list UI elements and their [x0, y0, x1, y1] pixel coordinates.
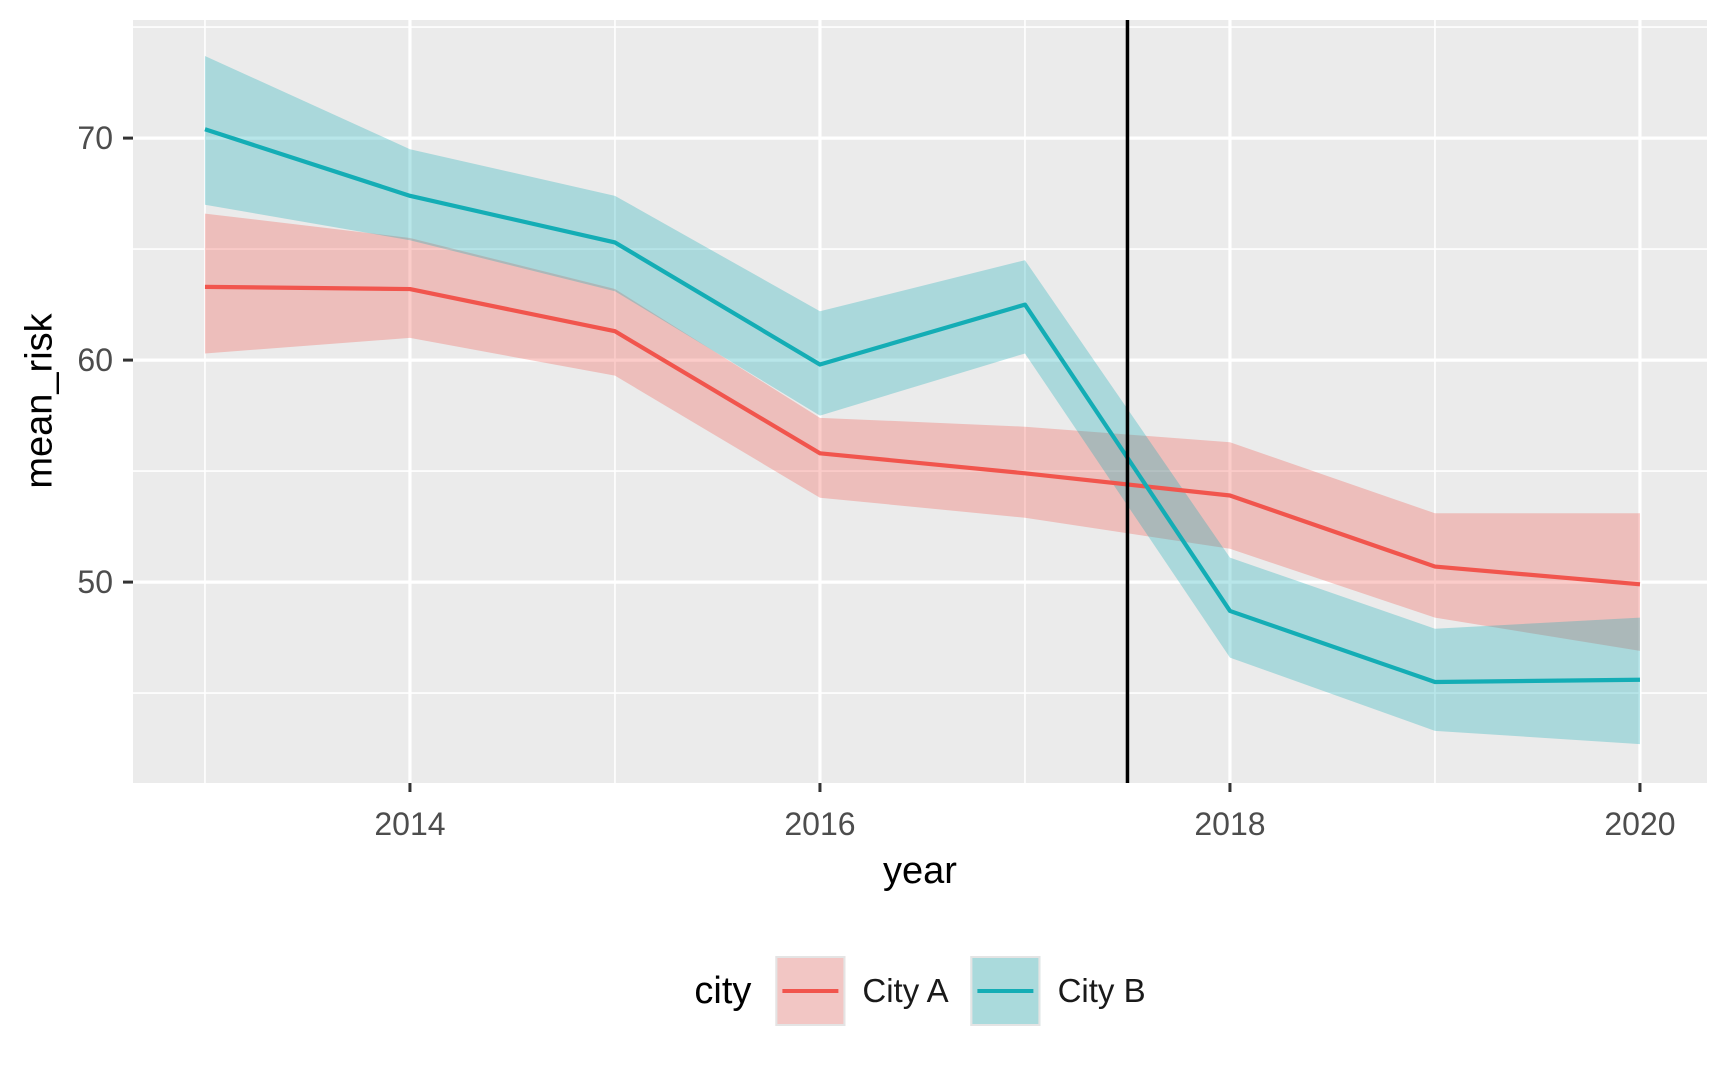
legend-label: City A: [862, 972, 949, 1009]
x-axis-title: year: [883, 850, 957, 892]
line-city-b: [204, 127, 1640, 685]
line-city-a: [204, 284, 1641, 587]
x-tick-label: 2016: [784, 806, 855, 842]
x-tick-label: 2014: [374, 806, 445, 842]
legend-key-line-icon: [977, 989, 1034, 993]
ribbon-city-b: [204, 55, 1640, 745]
legend-items: City A City B: [775, 956, 1146, 1026]
ribbon-city-a: [204, 213, 1640, 651]
y-axis-title: mean_risk: [18, 313, 61, 489]
x-tick-label: 2018: [1194, 806, 1265, 842]
y-tick-label: 50: [77, 564, 113, 600]
legend-key-swatch: [970, 956, 1041, 1026]
legend: city City A City B: [694, 956, 1146, 1026]
legend-item-city-a: City A: [775, 956, 949, 1026]
legend-key-line-icon: [782, 989, 839, 993]
legend-label: City B: [1057, 972, 1146, 1009]
panel-background: [133, 20, 1707, 783]
y-tick-label: 60: [77, 342, 113, 378]
legend-title: city: [694, 969, 752, 1012]
x-tick-label: 2020: [1604, 806, 1675, 842]
y-tick-label: 70: [77, 120, 113, 156]
legend-item-city-b: City B: [970, 956, 1146, 1026]
legend-key-swatch: [775, 956, 846, 1026]
